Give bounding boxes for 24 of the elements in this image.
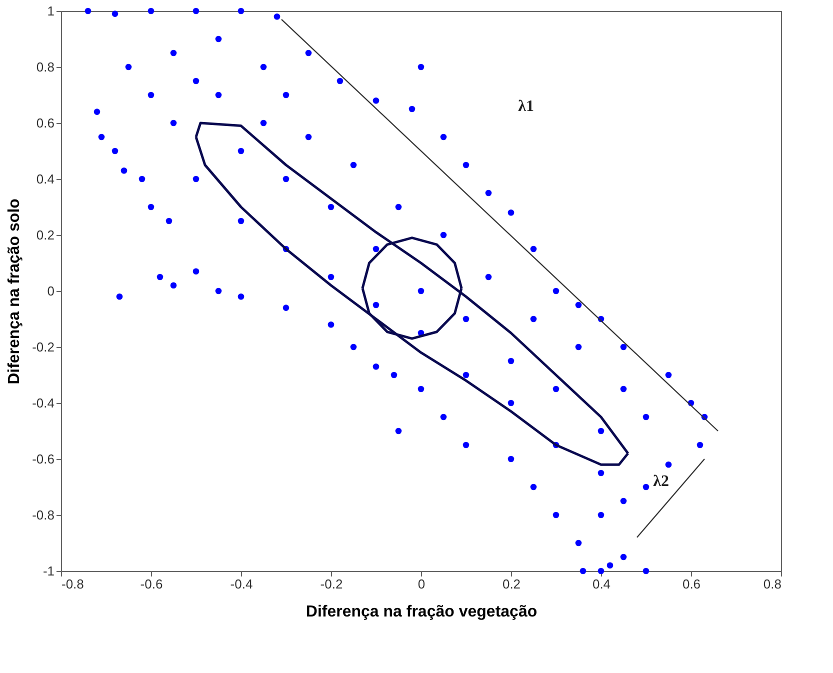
y-tick-label: 0.2	[36, 228, 54, 242]
y-tick-label: -0.6	[32, 452, 54, 466]
x-tick-label: -0.4	[230, 576, 253, 592]
y-tick-label: -1	[42, 564, 54, 578]
annotation: λ2	[653, 473, 669, 490]
x-tick-label: -0.2	[320, 576, 343, 592]
x-tick-label: 0.6	[682, 576, 701, 592]
y-tick-label: -0.2	[32, 340, 54, 354]
x-tick-label: -0.8	[62, 576, 84, 592]
y-tick-label: 0.8	[36, 60, 54, 74]
y-tick-label: 1	[47, 4, 54, 18]
y-axis-title: Diferença na fração solo	[6, 198, 24, 384]
y-tick-label: 0.4	[36, 172, 54, 186]
x-tick-label: 0.4	[592, 576, 611, 592]
y-tick-label: 0	[47, 284, 54, 298]
x-axis-title: Diferença na fração vegetação	[306, 604, 538, 620]
y-tick-label: -0.8	[32, 508, 54, 522]
y-tick-label: -0.4	[32, 396, 54, 410]
y-tick-label: 0.6	[36, 116, 54, 130]
x-tick-label: 0	[418, 576, 426, 592]
x-tick-label: 0.8	[763, 576, 782, 592]
x-tick-label: 0.2	[502, 576, 521, 592]
annotation: λ1	[518, 98, 534, 115]
x-tick-label: -0.6	[140, 576, 163, 592]
